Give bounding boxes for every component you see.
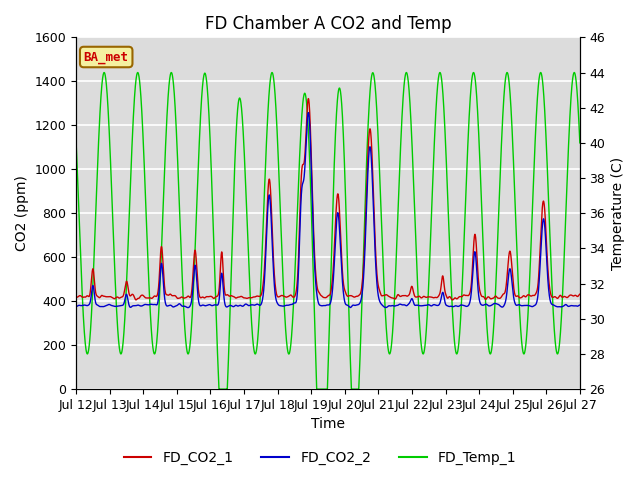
- Y-axis label: Temperature (C): Temperature (C): [611, 156, 625, 270]
- Title: FD Chamber A CO2 and Temp: FD Chamber A CO2 and Temp: [205, 15, 451, 33]
- Y-axis label: CO2 (ppm): CO2 (ppm): [15, 175, 29, 251]
- Legend: FD_CO2_1, FD_CO2_2, FD_Temp_1: FD_CO2_1, FD_CO2_2, FD_Temp_1: [118, 445, 522, 471]
- X-axis label: Time: Time: [311, 418, 345, 432]
- Text: BA_met: BA_met: [84, 50, 129, 63]
